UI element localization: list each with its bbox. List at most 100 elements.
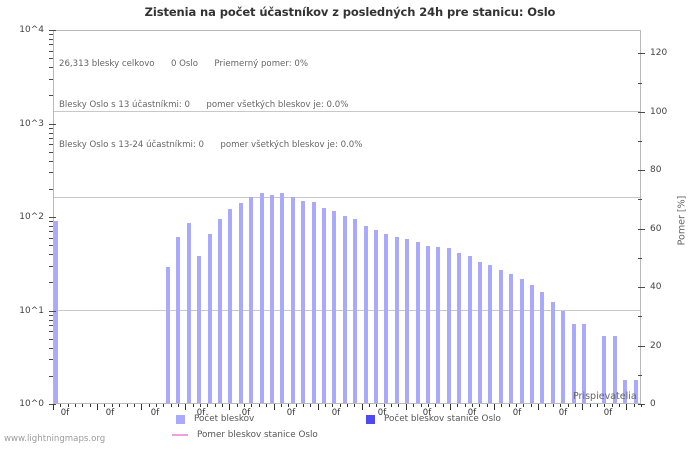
x-tick-minor — [104, 404, 105, 407]
annotation-block: 26,313 blesky celkovo 0 Oslo Priemerný p… — [59, 31, 362, 180]
y-tick-minor-left — [49, 226, 53, 228]
annotation-line-1: 26,313 blesky celkovo 0 Oslo Priemerný p… — [59, 59, 308, 69]
y-tick-label-right: 120 — [650, 48, 668, 59]
bar — [468, 256, 472, 403]
x-tick-minor — [421, 404, 422, 407]
y-tick-minor-right — [638, 141, 642, 143]
x-tick-minor — [127, 404, 128, 407]
x-tick-minor — [472, 404, 473, 407]
x-tick-label: 0f — [467, 408, 477, 418]
x-tick-major — [229, 404, 230, 410]
x-tick-minor — [501, 404, 502, 407]
bar — [602, 336, 606, 403]
y-tick-minor-left — [49, 319, 53, 321]
bar — [405, 239, 409, 403]
bar — [613, 336, 617, 403]
y-tick-major-left — [49, 123, 56, 125]
y-tick-minor-left — [49, 137, 53, 139]
x-tick-minor — [222, 404, 223, 407]
bar — [197, 256, 201, 403]
bar — [488, 265, 492, 403]
bar — [582, 324, 586, 403]
bar — [239, 203, 243, 403]
y-tick-minor-left — [49, 245, 53, 247]
x-tick-minor — [310, 404, 311, 407]
x-tick-minor — [590, 404, 591, 407]
bar — [478, 262, 482, 403]
y-tick-minor-left — [49, 254, 53, 256]
y-tick-minor-left — [49, 39, 53, 41]
x-tick-minor — [193, 404, 194, 407]
x-tick-minor — [68, 404, 69, 407]
y-tick-minor-left — [49, 282, 53, 284]
y-tick-minor-left — [49, 331, 53, 333]
x-tick-major — [538, 404, 539, 410]
bar — [395, 237, 399, 403]
y-tick-label-right: 0 — [650, 399, 656, 409]
y-tick-major-left — [49, 217, 56, 218]
y-tick-minor-right — [638, 199, 642, 201]
legend-item-pocet-bleskov[interactable]: Počet bleskov — [176, 414, 254, 424]
y-tick-minor-right — [638, 82, 642, 84]
y-tick-major-right — [638, 111, 645, 113]
x-tick-label: 0f — [241, 408, 251, 418]
legend-label: Počet bleskov — [194, 414, 255, 424]
x-tick-minor — [163, 404, 164, 407]
x-tick-minor — [156, 404, 157, 407]
x-tick-minor — [384, 404, 385, 407]
legend-square-swatch — [366, 414, 375, 424]
y-axis-left-title: Počet — [0, 189, 2, 215]
x-tick-minor — [347, 404, 348, 407]
bar — [208, 234, 212, 403]
x-tick-minor — [523, 404, 524, 407]
x-tick-minor — [251, 404, 252, 407]
x-tick-minor — [303, 404, 304, 407]
bar — [166, 267, 170, 403]
x-tick-minor — [288, 404, 289, 407]
x-tick-minor — [376, 404, 377, 407]
x-tick-major — [450, 404, 451, 410]
x-tick-minor — [465, 404, 466, 407]
x-tick-major — [318, 404, 319, 410]
x-tick-label: 0f — [422, 408, 432, 418]
legend-item-pocet-bleskov-stanice-oslo[interactable]: Počet bleskov stanice Oslo — [366, 414, 501, 424]
y-tick-minor-left — [49, 132, 53, 134]
x-tick-minor — [612, 404, 613, 407]
x-tick-label: 0f — [603, 408, 613, 418]
bar — [457, 253, 461, 403]
bar — [447, 248, 451, 403]
bar — [301, 201, 305, 403]
x-tick-major — [582, 404, 583, 410]
y-tick-minor-left — [49, 231, 53, 233]
bar — [634, 380, 638, 403]
annotation-line-2: Blesky Oslo s 13 účastníkmi: 0 pomer vše… — [59, 99, 349, 110]
bar — [332, 211, 336, 403]
y-tick-label-right: 60 — [650, 223, 662, 234]
bar — [228, 209, 232, 403]
y-tick-minor-left — [49, 375, 53, 377]
y-tick-major-left — [49, 310, 56, 312]
bar — [176, 237, 180, 403]
x-tick-minor — [443, 404, 444, 407]
x-tick-major — [362, 404, 363, 410]
bar — [249, 197, 253, 403]
y-tick-minor-left — [49, 314, 53, 316]
y-tick-minor-left — [49, 160, 53, 162]
x-tick-minor — [149, 404, 150, 407]
x-tick-label: 0f — [377, 408, 387, 418]
y-tick-minor-left — [49, 67, 53, 69]
y-tick-minor-left — [49, 324, 53, 326]
x-tick-minor — [90, 404, 91, 407]
x-tick-minor — [516, 404, 517, 407]
y-tick-label-right: 80 — [650, 165, 662, 176]
bar — [436, 247, 440, 403]
y-tick-minor-left — [49, 347, 53, 349]
legend-label: Počet bleskov stanice Oslo — [384, 414, 501, 424]
x-tick-major — [53, 404, 54, 410]
x-tick-minor — [134, 404, 135, 407]
y-tick-minor-left — [49, 78, 53, 80]
bar — [572, 324, 576, 403]
y-tick-label-left: 10^2 — [19, 212, 44, 222]
legend-item-pomer-bleskov-stanice-oslo[interactable]: Pomer bleskov stanice Oslo — [172, 430, 318, 440]
